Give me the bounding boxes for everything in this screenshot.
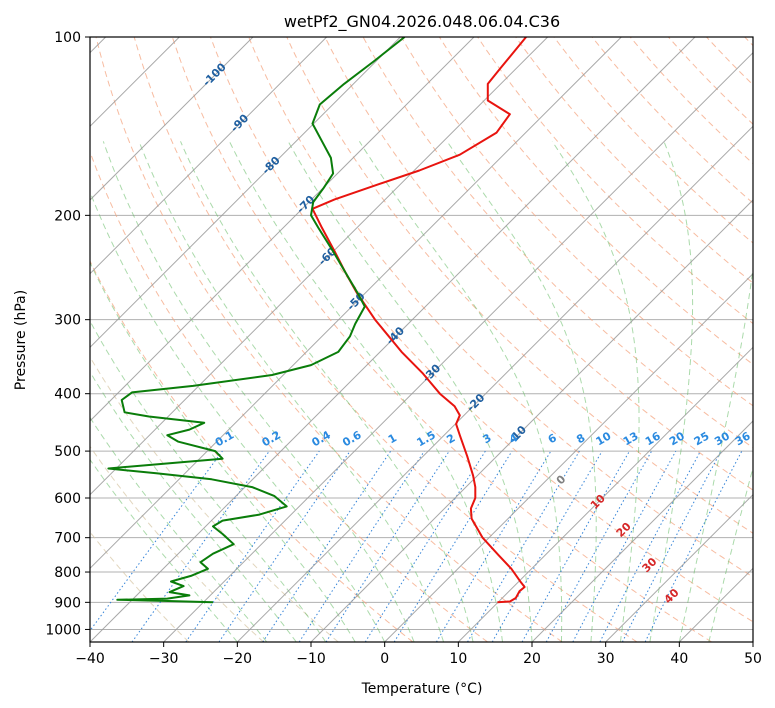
chart-title: wetPf2_GN04.2026.048.06.04.C36	[284, 12, 560, 32]
mixing-ratio-line	[572, 450, 677, 642]
moist-adiabat-line	[649, 141, 694, 642]
dry-adiabat-line	[171, 37, 712, 642]
moist-adiabat-line	[287, 141, 533, 642]
x-tick-label: 50	[744, 651, 762, 667]
dry-adiabat-line	[324, 37, 753, 491]
y-tick-label: 600	[54, 491, 81, 507]
x-tick-label: −30	[149, 651, 179, 667]
moist-adiabat-line	[180, 141, 474, 642]
skewed-isotherm	[90, 37, 328, 275]
x-tick-label: −10	[296, 651, 326, 667]
moist-adiabat-line	[551, 141, 640, 642]
dry-adiabat-line	[515, 37, 753, 284]
sounding-series	[107, 37, 527, 604]
y-tick-label: 500	[54, 444, 81, 460]
mixing-ratio-lines	[90, 450, 743, 642]
mixing-ratio-line	[545, 450, 653, 642]
dry-adiabats	[90, 37, 753, 642]
skewed-isotherm	[310, 199, 753, 642]
y-axis-ticks: 100 200 300 400 500 600 700 800 900 1000	[45, 30, 90, 638]
dry-adiabat-line	[90, 356, 339, 642]
skewed-isotherm	[605, 493, 753, 642]
moist-adiabat-line	[90, 190, 386, 642]
x-axis-label: Temperature (°C)	[361, 681, 483, 697]
dewpoint-profile-line	[107, 37, 406, 604]
dry-adiabat-line	[133, 37, 638, 642]
skewed-isotherm	[236, 125, 753, 642]
moist-adiabat-line	[358, 141, 563, 642]
skewed-isotherm	[163, 51, 753, 642]
skewed-isotherm	[457, 346, 753, 642]
dry-adiabat-line	[90, 259, 414, 642]
x-tick-label: 30	[597, 651, 615, 667]
mixing-ratio-line	[131, 450, 270, 642]
y-tick-label: 200	[54, 208, 81, 224]
skewed-isotherm	[90, 37, 622, 570]
y-tick-label: 700	[54, 531, 81, 547]
mixing-ratio-line	[262, 450, 392, 642]
dry-adiabat-line	[210, 37, 753, 623]
x-tick-label: 20	[523, 651, 541, 667]
dry-adiabat-line	[95, 37, 563, 642]
moist-adiabat-line	[446, 141, 597, 642]
skewed-isotherm	[90, 37, 475, 422]
y-tick-label: 1000	[45, 622, 81, 638]
moist-adiabat-line	[90, 370, 297, 642]
skewed-isotherm	[531, 420, 753, 642]
moist-adiabat-line	[678, 264, 753, 642]
mixing-ratio-line	[218, 450, 351, 642]
x-axis-ticks: −40 −30 −20 −10 0 10 20 30 40 50	[75, 642, 762, 667]
mixing-ratio-line	[298, 450, 425, 642]
y-tick-label: 900	[54, 595, 81, 611]
y-tick-label: 100	[54, 30, 81, 46]
temperature-profile-line	[311, 37, 527, 604]
plot-area: -100-90-80-70-60-50-40-30-20-100.1 0.2 0.4…	[90, 37, 753, 642]
y-tick-label: 300	[54, 313, 81, 329]
skewed-isotherm	[90, 37, 401, 349]
moist-adiabat-line	[90, 416, 268, 642]
mixing-ratio-line	[325, 450, 450, 642]
moist-adiabat-line	[138, 141, 445, 642]
dry-adiabat-line	[248, 37, 753, 578]
x-tick-label: −40	[75, 651, 105, 667]
moist-adiabat-line	[228, 141, 503, 642]
mixing-ratio-line	[185, 450, 320, 642]
skewed-isotherm	[90, 37, 549, 496]
y-tick-label: 400	[54, 387, 81, 403]
dry-adiabat-line	[90, 445, 264, 642]
x-tick-label: 0	[380, 651, 389, 667]
mixing-ratio-line	[90, 450, 223, 632]
plot-frame	[89, 36, 754, 643]
x-tick-label: −20	[223, 651, 253, 667]
x-tick-label: 10	[449, 651, 467, 667]
x-tick-label: 40	[670, 651, 688, 667]
dry-adiabat-line	[286, 37, 753, 534]
mixing-ratio-line	[644, 450, 743, 642]
moist-adiabat-line	[90, 320, 327, 642]
skewed-isotherm	[90, 37, 254, 201]
mixing-ratio-line	[521, 450, 630, 642]
y-tick-label: 800	[54, 565, 81, 581]
y-axis-label: Pressure (hPa)	[13, 290, 29, 390]
moist-adiabat-line	[90, 261, 356, 642]
mixing-ratio-line	[393, 450, 513, 642]
